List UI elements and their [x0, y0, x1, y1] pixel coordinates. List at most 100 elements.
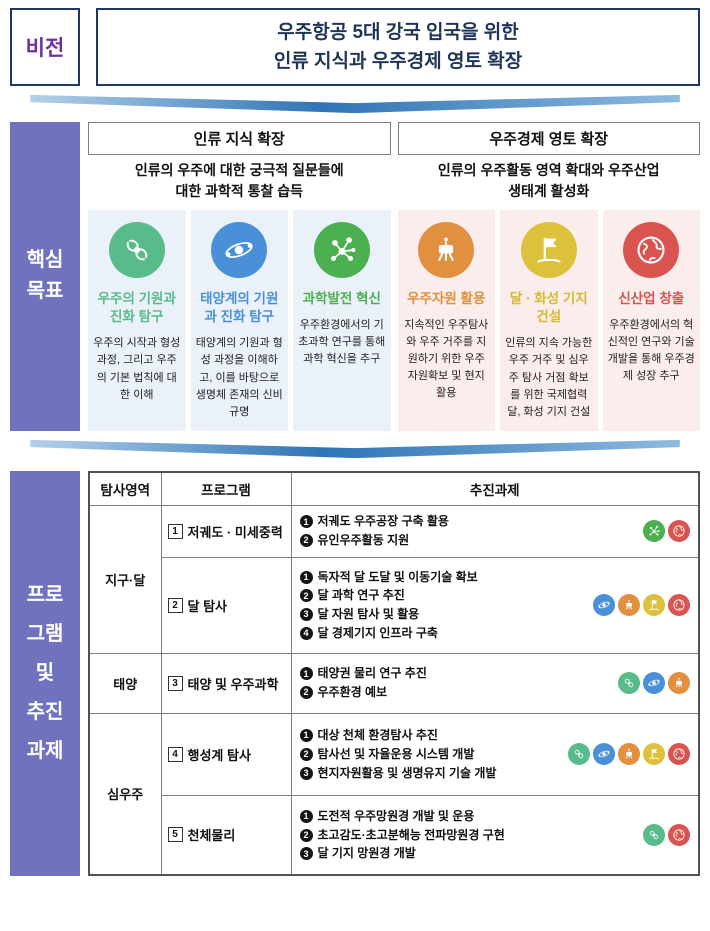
task-text: 독자적 달 도달 및 이동기술 확보: [317, 569, 478, 584]
task-item: 1 독자적 달 도달 및 이동기술 확보: [299, 569, 588, 586]
task-item: 2 우주환경 예보: [299, 684, 613, 701]
goal-card-title: 우주자원 활용: [407, 291, 486, 306]
task-number-badge: 3: [299, 608, 313, 622]
knowledge-expansion-group: 인류 지식 확장 인류의 우주에 대한 궁극적 질문들에 대한 과학적 통찰 습…: [88, 122, 391, 431]
program-cell: 2 달 탐사: [160, 556, 292, 654]
table-row: 심우주 4 행성계 탐사 1 대상 천체 환경탐사 추진 2 탐사: [88, 712, 700, 876]
task-text: 달 자원 탐사 및 활용: [317, 607, 420, 622]
vision-title-line2: 인류 지식과 우주경제 영토 확장: [273, 51, 523, 72]
tasks-cell: 1 도전적 우주망원경 개발 및 운용 2 초고감도·초고분해능 전파망원경 구현 …: [290, 794, 700, 876]
goal-icon-strip: [643, 520, 690, 543]
goal-card-title: 신산업 창출: [618, 291, 685, 306]
flag-icon: [643, 594, 665, 617]
earth-icon: [623, 222, 680, 278]
programs-section: 프로 그램 및 추진 과제 탐사영역 프로그램 추진과제 지구·달: [10, 470, 700, 877]
atom-icon: [593, 594, 615, 617]
goal-card-description: 태양계의 기원과 형성 과정을 이해하고, 이를 바탕으로 생명체 존재의 신비…: [195, 337, 283, 418]
program-name: 행성계 탐사: [187, 747, 251, 763]
header-tasks: 추진과제: [290, 471, 700, 506]
task-number-badge: 3: [299, 847, 313, 861]
task-item: 2 초고감도·초고분해능 전파망원경 구현: [299, 827, 638, 844]
earth-icon: [668, 743, 690, 766]
atom-icon: [211, 222, 268, 278]
flag-icon: [643, 743, 665, 766]
goal-card-moon-mars-base: 달 · 화성 기지 건설 인류의 지속 가능한 우주 거주 및 심우주 탐사 거…: [500, 210, 598, 431]
program-cell: 1 저궤도 · 미세중력: [160, 504, 292, 558]
chevron-down-arrow-icon: [30, 439, 680, 458]
goal-card-description: 지속적인 우주탐사와 우주 거주를 지원하기 위한 우주 자원확보 및 현지 활…: [404, 319, 489, 400]
task-number-badge: 2: [299, 686, 313, 700]
rover-icon: [418, 222, 475, 278]
goal-card-description: 우주환경에서의 혁신적인 연구와 기술 개발을 통해 우주경제 성장 추구: [607, 319, 695, 383]
chevron-down-arrow-icon: [30, 94, 680, 114]
knowledge-group-header: 인류 지식 확장: [88, 122, 391, 155]
goal-card-solar-system-origin: 태양계의 기원과 진화 탐구 태양계의 기원과 형성 과정을 이해하고, 이를 …: [190, 210, 288, 431]
goal-card-title: 우주의 기원과 진화 탐구: [97, 291, 176, 325]
task-item: 1 대상 천체 환경탐사 추진: [299, 727, 563, 744]
goal-icon-strip: [593, 594, 690, 617]
earth-icon: [668, 594, 690, 617]
task-number-badge: 2: [299, 589, 313, 603]
program-name: 저궤도 · 미세중력: [187, 524, 283, 540]
task-number-badge: 2: [299, 828, 313, 842]
tasks-cell: 1 저궤도 우주공장 구축 활용 2 유인우주활동 지원: [290, 504, 700, 558]
program-cell: 4 행성계 탐사: [160, 712, 292, 796]
goal-icon-strip: [618, 672, 690, 695]
program-name: 태양 및 우주과학: [187, 676, 279, 692]
knowledge-goal-cards: 우주의 기원과 진화 탐구 우주의 시작과 형성 과정, 그리고 우주의 기본 …: [88, 210, 391, 431]
task-item: 2 달 과학 연구 추진: [299, 587, 588, 604]
rover-icon: [618, 743, 640, 766]
goal-icon-strip: [643, 823, 690, 846]
tasks-cell: 1 태양권 물리 연구 추진 2 우주환경 예보: [290, 652, 700, 714]
earth-icon: [668, 823, 690, 846]
task-number-badge: 4: [299, 626, 313, 640]
economy-goal-cards: 우주자원 활용 지속적인 우주탐사와 우주 거주를 지원하기 위한 우주 자원확…: [397, 210, 700, 431]
task-item: 2 탐사선 및 자율운용 시스템 개발: [299, 746, 563, 763]
programs-section-label: 프로 그램 및 추진 과제: [10, 470, 80, 877]
task-text: 초고감도·초고분해능 전파망원경 구현: [317, 827, 505, 842]
table-row: 2 달 탐사 1 독자적 달 도달 및 이동기술 확보 2 달 과학 연구 추진 3…: [89, 556, 700, 654]
task-number-badge: 1: [299, 667, 313, 681]
program-cell: 5 천체물리: [160, 794, 292, 876]
tasks-cell: 1 독자적 달 도달 및 이동기술 확보 2 달 과학 연구 추진 3 달 자원 탐사…: [290, 556, 700, 654]
table-row: 지구·달 1 저궤도 · 미세중력 1 저궤도 우주공장 구축 활용: [88, 504, 700, 654]
vision-section-label: 비전: [10, 8, 80, 86]
task-text: 저궤도 우주공장 구축 활용: [317, 514, 449, 529]
task-number-badge: 3: [299, 766, 313, 780]
area-earth-moon: 지구·달: [88, 504, 162, 654]
program-number-box: 5: [167, 827, 183, 843]
goal-card-universe-origin: 우주의 기원과 진화 탐구 우주의 시작과 형성 과정, 그리고 우주의 기본 …: [88, 210, 186, 431]
program-name: 천체물리: [187, 828, 236, 844]
task-text: 우주환경 예보: [317, 685, 388, 700]
task-text: 대상 천체 환경탐사 추진: [317, 727, 438, 742]
task-item: 1 저궤도 우주공장 구축 활용: [299, 513, 638, 530]
goal-card-title: 태양계의 기원과 진화 탐구: [200, 291, 279, 325]
task-item: 1 도전적 우주망원경 개발 및 운용: [299, 808, 638, 825]
header-exploration-area: 탐사영역: [88, 471, 162, 506]
task-number-badge: 1: [299, 728, 313, 742]
task-number-badge: 2: [299, 747, 313, 761]
table-row: 5 천체물리 1 도전적 우주망원경 개발 및 운용 2 초고감도·초고분해능 전파…: [89, 794, 700, 876]
core-goals-section: 핵심 목표 인류 지식 확장 인류의 우주에 대한 궁극적 질문들에 대한 과학…: [10, 122, 700, 431]
program-name: 달 탐사: [187, 598, 228, 614]
goal-card-description: 인류의 지속 가능한 우주 거주 및 심우주 탐사 거점 확보를 위한 국제협력…: [505, 337, 593, 418]
area-deep-space: 심우주: [88, 712, 162, 876]
task-text: 탐사선 및 자율운용 시스템 개발: [317, 746, 475, 761]
task-item: 1 태양권 물리 연구 추진: [299, 665, 613, 682]
section-flow-arrow-top: [10, 86, 700, 122]
task-text: 현지자원활용 및 생명유지 기술 개발: [317, 765, 497, 780]
task-text: 태양권 물리 연구 추진: [317, 666, 427, 681]
task-item: 3 달 기지 망원경 개발: [299, 845, 638, 862]
program-number-box: 1: [167, 523, 183, 539]
flag-icon: [520, 222, 577, 278]
goal-card-description: 우주의 시작과 형성 과정, 그리고 우주의 기본 법칙에 대한 이해: [93, 337, 181, 401]
vision-section: 비전 우주항공 5대 강국 입국을 위한 인류 지식과 우주경제 영토 확장: [10, 8, 700, 86]
task-text: 달 과학 연구 추진: [317, 588, 405, 603]
program-number-box: 4: [167, 746, 183, 762]
earth-icon: [668, 520, 690, 543]
task-item: 4 달 경제기지 인프라 구축: [299, 625, 588, 642]
program-cell: 3 태양 및 우주과학: [160, 652, 292, 714]
task-number-badge: 1: [299, 515, 313, 529]
